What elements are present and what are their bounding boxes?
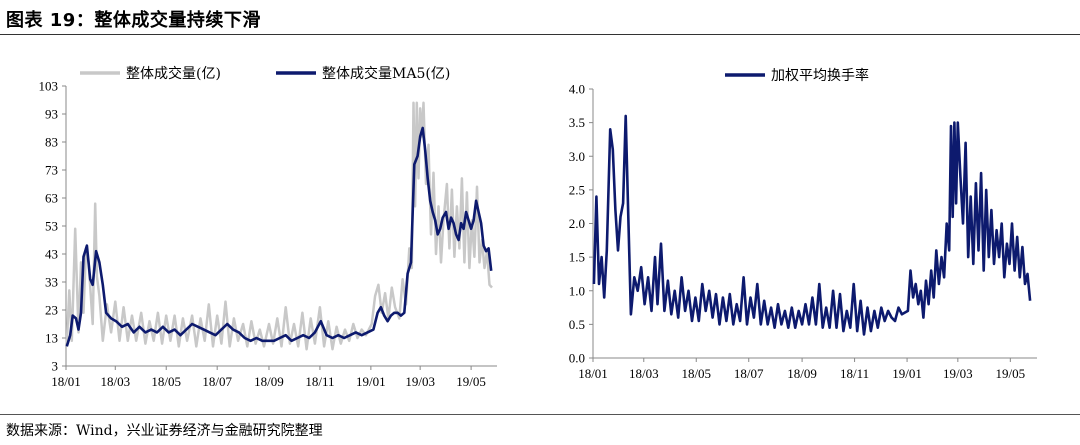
x-tick-label: 18/03 — [100, 374, 130, 389]
x-tick-label: 18/01 — [578, 366, 608, 381]
y-tick-label: 93 — [45, 107, 58, 122]
series-line-1 — [65, 126, 493, 347]
y-tick-label: 2.0 — [569, 216, 585, 231]
y-tick-label: 3 — [52, 359, 59, 374]
x-tick-label: 18/05 — [681, 366, 711, 381]
legend-label: 加权平均换手率 — [771, 67, 869, 84]
figure-title: 图表 19：整体成交量持续下滑 — [6, 10, 261, 31]
y-tick-label: 2.5 — [569, 182, 585, 197]
x-tick-label: 18/09 — [254, 374, 284, 389]
y-tick-label: 3.5 — [569, 115, 585, 130]
y-tick-label: 73 — [45, 163, 58, 178]
x-tick-label: 18/01 — [51, 374, 81, 389]
x-tick-label: 19/01 — [356, 374, 386, 389]
series-line-0 — [65, 101, 493, 351]
y-tick-label: 43 — [45, 247, 58, 262]
x-tick-label: 19/05 — [456, 374, 486, 389]
x-tick-label: 19/03 — [943, 366, 973, 381]
x-tick-label: 18/11 — [840, 366, 869, 381]
y-tick-label: 0.0 — [569, 351, 585, 366]
y-tick-label: 23 — [45, 303, 58, 318]
series-line-0 — [592, 114, 1032, 336]
y-tick-label: 0.5 — [569, 317, 585, 332]
y-tick-label: 53 — [45, 219, 58, 234]
x-tick-label: 19/01 — [892, 366, 922, 381]
x-tick-label: 18/09 — [787, 366, 817, 381]
bottom-rule — [0, 414, 1080, 415]
y-tick-label: 63 — [45, 191, 58, 206]
y-tick-label: 83 — [45, 135, 58, 150]
y-tick-label: 13 — [45, 331, 58, 346]
y-tick-label: 103 — [39, 79, 59, 94]
top-rule — [0, 34, 1080, 35]
y-tick-label: 33 — [45, 275, 58, 290]
y-tick-label: 1.0 — [569, 283, 585, 298]
y-tick-label: 1.5 — [569, 250, 585, 265]
y-tick-label: 3.0 — [569, 149, 585, 164]
legend-label: 整体成交量MA5(亿) — [322, 65, 450, 82]
y-tick-label: 4.0 — [569, 82, 585, 97]
x-tick-label: 19/03 — [405, 374, 435, 389]
turnover-chart: 4.0 3.5 3.0 2.5 2.0 1.5 1.0 0.5 0.018/01 18/03 18/… — [569, 67, 1037, 381]
x-tick-label: 18/05 — [151, 374, 181, 389]
source-note: 数据来源：Wind，兴业证券经济与金融研究院整理 — [6, 423, 323, 439]
x-tick-label: 18/03 — [629, 366, 659, 381]
x-tick-label: 18/07 — [734, 366, 764, 381]
x-tick-label: 18/07 — [202, 374, 232, 389]
x-tick-label: 19/05 — [996, 366, 1026, 381]
legend-label: 整体成交量(亿) — [126, 65, 221, 82]
volume-chart: 103 93 83 73 63 53 43 33 23 13 318/01 18/03 18/05 18/… — [39, 65, 497, 389]
x-tick-label: 18/11 — [305, 374, 334, 389]
